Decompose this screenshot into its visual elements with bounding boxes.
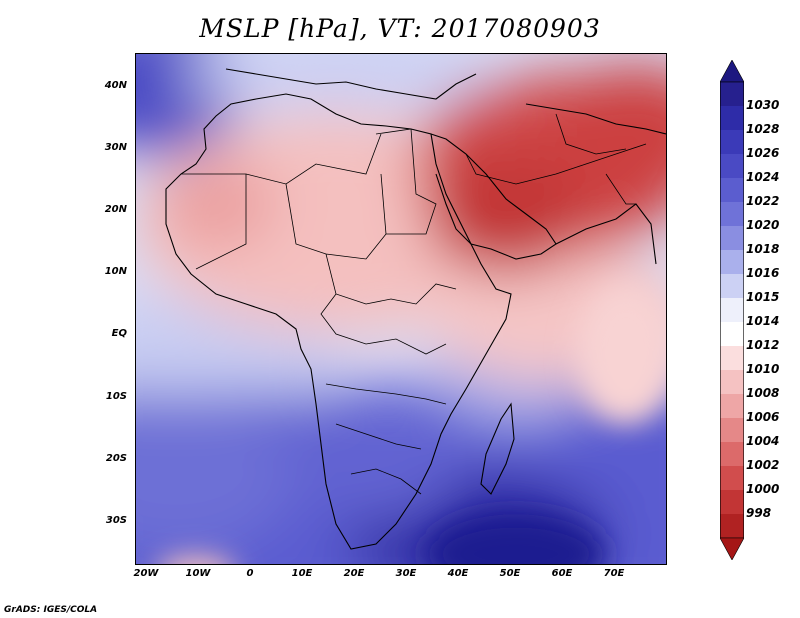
lat-label-40n: 40N xyxy=(104,80,127,91)
pressure-field-detail xyxy=(162,284,666,564)
colorbar-swatch xyxy=(720,466,744,491)
credit-text: GrADS: IGES/COLA xyxy=(4,605,98,615)
lon-label-10e: 10E xyxy=(291,568,313,579)
lat-label-eq: EQ xyxy=(111,328,127,339)
colorbar xyxy=(720,60,744,560)
lat-label-20n: 20N xyxy=(104,204,127,215)
colorbar-swatch xyxy=(720,178,744,203)
pressure-field xyxy=(136,54,666,564)
borders xyxy=(181,113,647,495)
colorbar-label: 1000 xyxy=(746,482,780,496)
colorbar-arrow-bottom xyxy=(720,537,744,560)
pressure-map xyxy=(135,53,667,565)
lat-label-10s: 10S xyxy=(105,391,127,402)
lon-label-20e: 20E xyxy=(343,568,365,579)
colorbar-label: 998 xyxy=(746,506,772,520)
lon-label-0: 0 xyxy=(246,568,254,579)
colorbar-label: 1002 xyxy=(746,458,780,472)
chart-title: MSLP [hPa], VT: 2017080903 xyxy=(199,14,601,43)
colorbar-arrow-top xyxy=(720,60,744,83)
lat-label-20s: 20S xyxy=(105,453,127,464)
lat-label-10n: 10N xyxy=(104,266,127,277)
colorbar-swatch xyxy=(720,490,744,515)
colorbar-swatch xyxy=(720,418,744,443)
lon-label-40e: 40E xyxy=(447,568,469,579)
lon-label-50e: 50E xyxy=(499,568,521,579)
colorbar-label: 1004 xyxy=(746,434,780,448)
colorbar-swatch xyxy=(720,514,744,539)
colorbar-label: 1018 xyxy=(746,242,780,256)
lon-label-70e: 70E xyxy=(603,568,625,579)
colorbar-swatch xyxy=(720,370,744,395)
colorbar-swatch xyxy=(720,298,744,323)
map-svg xyxy=(136,54,666,564)
colorbar-label: 1010 xyxy=(746,362,780,376)
colorbar-label: 1022 xyxy=(746,194,780,208)
colorbar-swatch xyxy=(720,106,744,131)
colorbar-label: 1015 xyxy=(746,290,780,304)
colorbar-swatch xyxy=(720,250,744,275)
colorbar-label: 1020 xyxy=(746,218,780,232)
lon-label-10w: 10W xyxy=(185,568,211,579)
lat-label-30s: 30S xyxy=(105,515,127,526)
colorbar-swatch xyxy=(720,274,744,299)
lon-label-30e: 30E xyxy=(395,568,417,579)
lat-label-30n: 30N xyxy=(104,142,127,153)
colorbar-label: 1026 xyxy=(746,146,780,160)
colorbar-swatch xyxy=(720,82,744,107)
colorbar-swatch xyxy=(720,442,744,467)
colorbar-label: 1014 xyxy=(746,314,780,328)
colorbar-swatch xyxy=(720,202,744,227)
colorbar-label: 1028 xyxy=(746,122,780,136)
colorbar-swatch xyxy=(720,322,744,347)
colorbar-swatch xyxy=(720,154,744,179)
colorbar-label: 1006 xyxy=(746,410,780,424)
colorbar-swatch xyxy=(720,130,744,155)
coastlines xyxy=(165,68,666,550)
colorbar-swatch xyxy=(720,346,744,371)
lon-label-60e: 60E xyxy=(551,568,573,579)
colorbar-label: 1030 xyxy=(746,98,780,112)
colorbar-label: 1016 xyxy=(746,266,780,280)
colorbar-swatch xyxy=(720,394,744,419)
colorbar-label: 1012 xyxy=(746,338,780,352)
lon-label-20w: 20W xyxy=(133,568,159,579)
colorbar-label: 1024 xyxy=(746,170,780,184)
colorbar-swatch xyxy=(720,226,744,251)
colorbar-label: 1008 xyxy=(746,386,780,400)
